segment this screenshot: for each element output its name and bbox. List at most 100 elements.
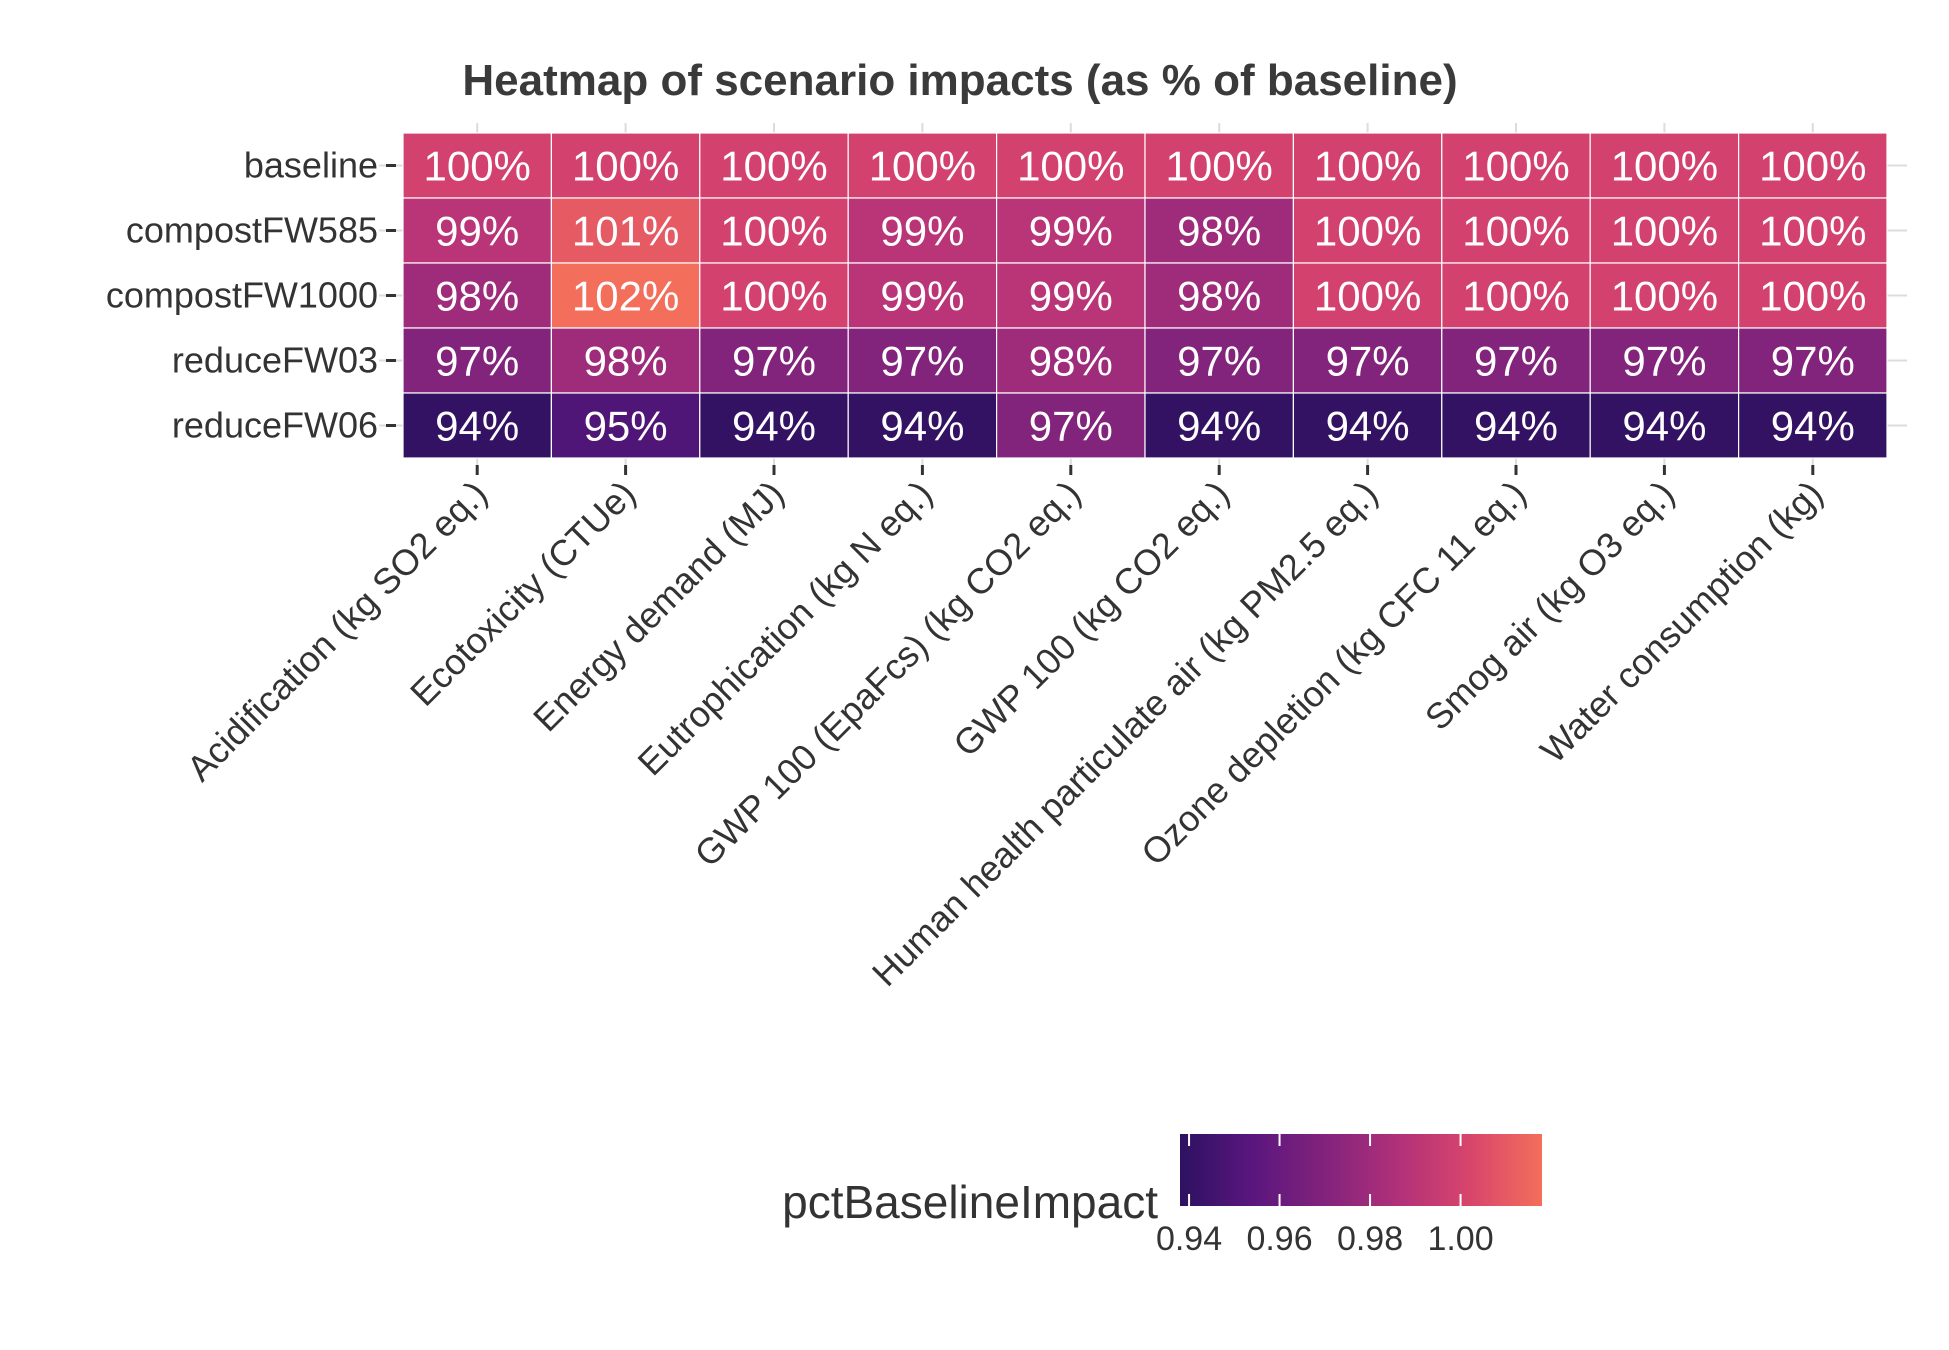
heatmap-cell	[995, 392, 1146, 459]
cell-value-label: 100%	[1017, 143, 1124, 190]
heatmap-cell	[1292, 262, 1443, 329]
cell-value-label: 100%	[1314, 208, 1421, 255]
heatmap-cell	[699, 197, 849, 264]
cell-value-label: 99%	[1029, 273, 1113, 320]
heatmap-cell	[847, 132, 998, 199]
cell-value-label: 100%	[1759, 208, 1866, 255]
heatmap-cell	[1292, 392, 1443, 459]
cell-value-label: 94%	[1622, 403, 1706, 450]
x-tick-label: GWP 100 (kg CO2 eq.)	[945, 473, 1237, 765]
cell-value-label: 94%	[732, 403, 816, 450]
cell-value-label: 97%	[1622, 338, 1706, 385]
cell-value-label: 100%	[572, 143, 679, 190]
cell-value-label: 97%	[1326, 338, 1410, 385]
heatmap-cell	[1589, 132, 1740, 199]
heatmap-cell	[550, 392, 701, 459]
x-tick-label: Eutrophication (kg N eq.)	[629, 473, 940, 784]
heatmap-cell	[402, 262, 552, 329]
y-tick-label: compostFW1000	[106, 275, 378, 316]
cell-value-label: 100%	[1611, 208, 1718, 255]
legend-tick-label: 0.98	[1337, 1220, 1403, 1258]
heatmap-cell	[1737, 262, 1888, 329]
x-tick-label: Human health particulate air (kg PM2.5 e…	[864, 473, 1385, 994]
cell-value-label: 97%	[880, 338, 964, 385]
cell-value-label: 100%	[1462, 208, 1569, 255]
legend-title: pctBaselineImpact	[782, 1176, 1158, 1228]
cell-value-label: 99%	[880, 208, 964, 255]
cell-value-label: 94%	[1474, 403, 1558, 450]
cell-value-label: 100%	[1759, 273, 1866, 320]
cell-value-label: 94%	[880, 403, 964, 450]
heatmap-cell	[1737, 327, 1888, 394]
cell-value-label: 94%	[1177, 403, 1261, 450]
heatmap-cell	[550, 327, 701, 394]
heatmap-cell	[699, 262, 849, 329]
heatmap-cell	[1441, 327, 1591, 394]
legend-tick-label: 0.94	[1156, 1220, 1222, 1258]
legend-tick-label: 0.96	[1246, 1220, 1312, 1258]
legend-tick-label: 1.00	[1427, 1220, 1493, 1258]
chart-title: Heatmap of scenario impacts (as % of bas…	[462, 56, 1457, 105]
heatmap-cell	[402, 197, 552, 264]
heatmap-cell	[847, 262, 998, 329]
heatmap-cell	[1589, 197, 1740, 264]
cell-value-label: 100%	[720, 143, 827, 190]
cell-value-label: 98%	[1177, 208, 1261, 255]
heatmap-cell	[1737, 197, 1888, 264]
heatmap-cell	[1441, 132, 1591, 199]
heatmap-cell	[995, 197, 1146, 264]
heatmap-cell	[550, 197, 701, 264]
y-axis: baseline compostFW585 compostFW1000 reduceF…	[106, 145, 396, 446]
cell-value-label: 99%	[880, 273, 964, 320]
cell-value-label: 95%	[584, 403, 668, 450]
cell-value-label: 94%	[1771, 403, 1855, 450]
heatmap-cell	[1589, 327, 1740, 394]
cell-value-label: 100%	[1314, 273, 1421, 320]
heatmap-cell	[402, 392, 552, 459]
x-axis: Acidification (kg SO2 eq.)Ecotoxicity (C…	[179, 465, 1830, 994]
cell-value-label: 97%	[732, 338, 816, 385]
cell-value-label: 99%	[435, 208, 519, 255]
heatmap-cell	[1441, 392, 1591, 459]
cell-value-label: 100%	[720, 273, 827, 320]
legend-ticks: 0.94 0.96 0.98 1.00	[1156, 1134, 1494, 1258]
heatmap-cell	[699, 327, 849, 394]
cell-value-label: 99%	[1029, 208, 1113, 255]
x-tick-label: Energy demand (MJ)	[525, 473, 792, 740]
y-tick-label: compostFW585	[126, 210, 378, 251]
heatmap-cell	[1292, 327, 1443, 394]
heatmap-cell	[995, 327, 1146, 394]
heatmap-cell	[1441, 262, 1591, 329]
heatmap-cell	[699, 392, 849, 459]
cell-value-label: 97%	[1177, 338, 1261, 385]
heatmap-cell	[1589, 392, 1740, 459]
cell-value-label: 100%	[1611, 143, 1718, 190]
cell-value-label: 100%	[1462, 273, 1569, 320]
y-tick-label: reduceFW06	[172, 405, 378, 446]
cell-value-label: 98%	[584, 338, 668, 385]
heatmap-cell	[1737, 392, 1888, 459]
cell-value-label: 97%	[435, 338, 519, 385]
color-legend: pctBaselineImpact 0.94 0.96 0.98 1.00	[782, 1134, 1542, 1258]
heatmap-cell	[847, 197, 998, 264]
cell-value-label: 98%	[435, 273, 519, 320]
cell-value-label: 97%	[1771, 338, 1855, 385]
cell-value-label: 94%	[1326, 403, 1410, 450]
cell-value-label: 102%	[572, 273, 679, 320]
cell-value-label: 101%	[572, 208, 679, 255]
heatmap-cell	[1292, 132, 1443, 199]
cell-value-label: 100%	[1759, 143, 1866, 190]
heatmap-cell	[699, 132, 849, 199]
cell-value-label: 100%	[1611, 273, 1718, 320]
heatmap-cells	[402, 132, 1888, 459]
cell-value-label: 100%	[1165, 143, 1272, 190]
heatmap-cell	[402, 132, 552, 199]
cell-value-label: 98%	[1177, 273, 1261, 320]
legend-colorbar	[1180, 1134, 1542, 1206]
heatmap-cell	[1441, 197, 1591, 264]
x-tick-label: Water consumption (kg)	[1532, 473, 1830, 771]
cell-value-label: 100%	[1314, 143, 1421, 190]
cell-value-label: 97%	[1474, 338, 1558, 385]
x-tick-label: Smog air (kg O3 eq.)	[1417, 473, 1682, 738]
